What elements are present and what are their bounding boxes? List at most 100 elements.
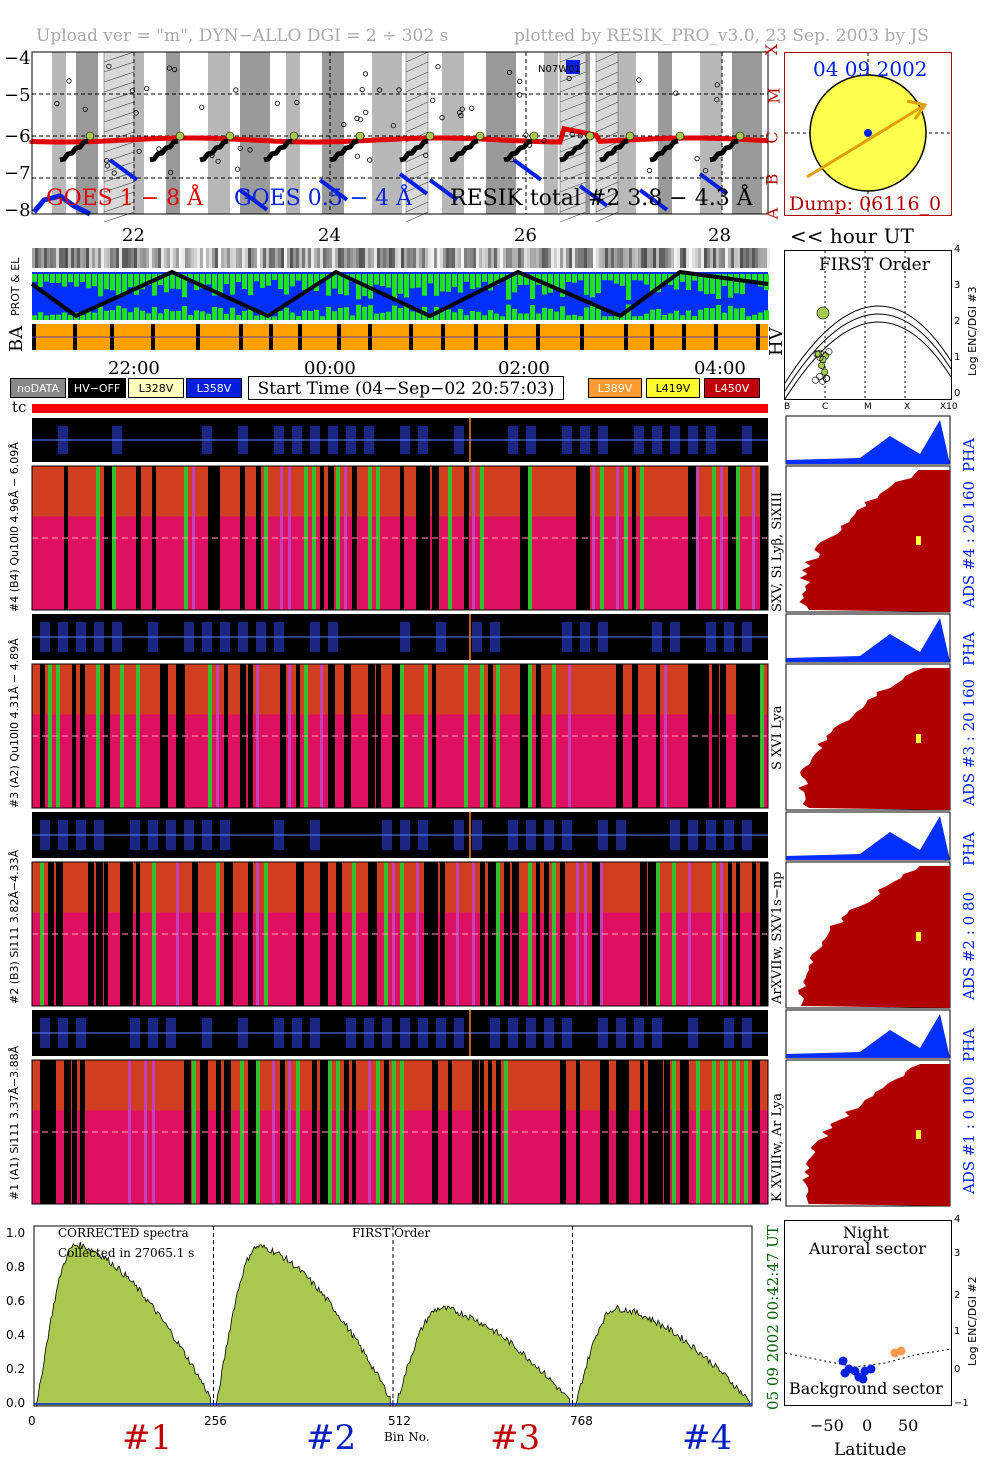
hv-point <box>821 368 829 376</box>
prot-strip-cell <box>296 274 301 281</box>
resik-scatter-point <box>646 167 653 174</box>
hatch-line <box>405 61 429 73</box>
el-strip-cell <box>383 248 386 268</box>
resik-scatter-point <box>459 106 465 112</box>
el-strip-cell <box>521 248 524 268</box>
resik-segment <box>649 138 679 163</box>
hour-tick-22: 22 <box>122 225 145 246</box>
spectrogram-gap <box>368 664 375 808</box>
el-strip-cell <box>698 248 701 268</box>
prot-strip-cell <box>56 274 61 283</box>
el-strip-cell <box>515 248 518 268</box>
time-tick-2200: 22:00 <box>108 358 160 379</box>
prot-strip-cell <box>128 274 133 288</box>
el-strip-cell <box>416 248 419 268</box>
spectrum-segment-2 <box>215 1244 391 1407</box>
el-strip-cell <box>104 248 107 268</box>
prot-strip-cell <box>308 311 313 320</box>
hv-point <box>813 350 821 358</box>
el-strip-cell <box>194 248 197 268</box>
resik-scatter-point <box>376 87 383 93</box>
el-strip-cell <box>617 248 620 268</box>
el-strip-cell <box>536 248 539 268</box>
resik-point-green <box>585 131 595 141</box>
el-strip-cell <box>44 248 47 268</box>
resik-segment <box>399 138 429 163</box>
prot-strip-cell <box>302 274 307 290</box>
el-strip-cell <box>674 248 677 268</box>
el-strip-cell <box>701 248 704 268</box>
prot-strip-cell <box>734 274 739 294</box>
prot-strip-cell <box>272 316 277 320</box>
prot-strip-cell <box>104 274 109 290</box>
prot-strip-cell <box>338 274 343 295</box>
ads-marker <box>916 1130 921 1140</box>
prot-strip-cell <box>512 274 517 293</box>
el-strip-cell <box>395 248 398 268</box>
prot-strip-cell <box>164 274 169 293</box>
resik-segment <box>149 138 179 163</box>
el-strip-cell <box>116 248 119 268</box>
spectrogram-gap <box>336 862 342 1006</box>
resik-scatter-point <box>274 100 280 106</box>
night-band <box>208 52 230 214</box>
prot-strip-cell <box>566 315 571 320</box>
el-strip-cell <box>185 248 188 268</box>
resik-segment <box>263 138 293 163</box>
resik-point-green <box>475 131 485 141</box>
hatch-line <box>595 161 619 173</box>
el-strip-cell <box>584 248 587 268</box>
el-strip-cell <box>494 248 497 268</box>
resik-point-green <box>85 131 95 141</box>
prot-strip-cell <box>578 316 583 320</box>
prot-strip-cell <box>680 274 685 282</box>
prot-strip-cell <box>608 316 613 320</box>
resik-point-green <box>425 131 435 141</box>
spectrogram-gap <box>176 664 185 808</box>
class-letter-b: B <box>762 173 782 186</box>
aurora-ytick-2: 2 <box>954 1290 961 1301</box>
hv-point <box>823 374 831 382</box>
el-strip-cell <box>575 248 578 268</box>
prot-strip-cell <box>158 313 163 320</box>
ch1-pha: PHA <box>960 1027 978 1062</box>
el-strip-cell <box>644 248 647 268</box>
spectrogram-violet <box>320 664 323 808</box>
night-band <box>322 52 344 214</box>
el-strip-cell <box>68 248 71 268</box>
prot-strip-cell <box>404 305 409 320</box>
el-strip-cell <box>371 248 374 268</box>
el-strip-cell <box>404 248 407 268</box>
start-time-box: Start Time (04−Sep−02 20:57:03) <box>248 376 564 400</box>
prot-strip-cell <box>584 274 589 295</box>
el-strip-cell <box>329 248 332 268</box>
spectrogram-gap <box>536 664 541 808</box>
el-strip-cell <box>155 248 158 268</box>
aurora-bottom-label: Background sector <box>789 1379 943 1398</box>
hatch-line <box>103 91 135 103</box>
aurora-title-sector: Auroral sector <box>809 1239 926 1258</box>
el-strip-cell <box>542 248 545 268</box>
ch3-line-label: S XVI Lya <box>770 705 785 770</box>
el-strip-cell <box>254 248 257 268</box>
aurora-panel: Night Auroral sector Background sector <box>784 1220 952 1406</box>
aurora-ytick-1: 1 <box>954 1326 961 1337</box>
resik-scatter-point <box>237 145 243 151</box>
prot-strip-cell <box>68 315 73 320</box>
hv-plot <box>785 251 951 399</box>
prot-strip-cell <box>686 310 691 320</box>
el-strip-cell <box>89 248 92 268</box>
el-strip-cell <box>677 248 680 268</box>
prot-strip-cell <box>380 312 385 320</box>
pha-histogram <box>786 816 950 860</box>
prot-strip-cell <box>608 274 613 281</box>
prot-strip-cell <box>392 305 397 320</box>
spectrogram-gap <box>56 862 63 1006</box>
el-strip-cell <box>134 248 137 268</box>
el-strip-cell <box>197 248 200 268</box>
prot-strip-cell <box>500 274 505 281</box>
el-strip-cell <box>233 248 236 268</box>
prot-strip-cell <box>320 274 325 281</box>
hv-point <box>825 348 833 356</box>
prot-strip-cell <box>254 315 259 320</box>
